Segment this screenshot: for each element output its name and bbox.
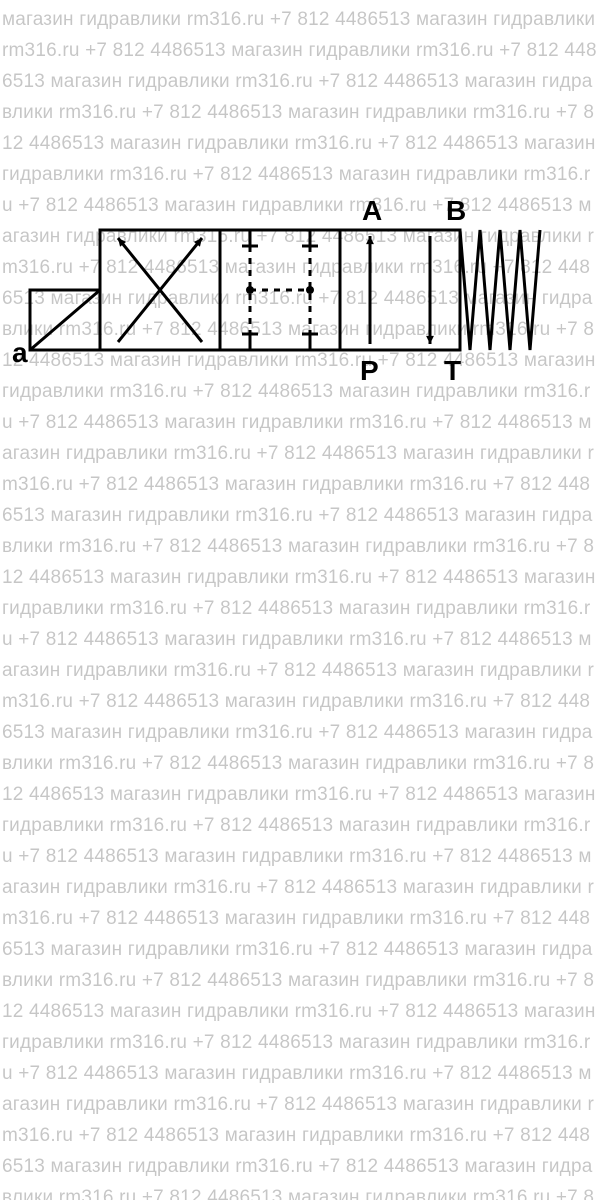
position-2-center bbox=[242, 230, 318, 350]
port-label-a-upper: A bbox=[362, 195, 382, 226]
port-label-b-upper: B bbox=[446, 195, 466, 226]
position-3-box bbox=[340, 230, 460, 350]
position-3-parallel-arrows bbox=[366, 236, 434, 344]
position-1-cross-arrows bbox=[118, 238, 202, 342]
port-label-p: P bbox=[360, 355, 379, 386]
return-spring bbox=[460, 230, 540, 350]
solenoid-actuator bbox=[30, 290, 100, 350]
actuator-label-a: a bbox=[12, 337, 28, 368]
port-label-t: T bbox=[444, 355, 461, 386]
valve-svg: A B P T a bbox=[0, 0, 600, 600]
diagram-stage: A B P T a bbox=[0, 0, 600, 600]
